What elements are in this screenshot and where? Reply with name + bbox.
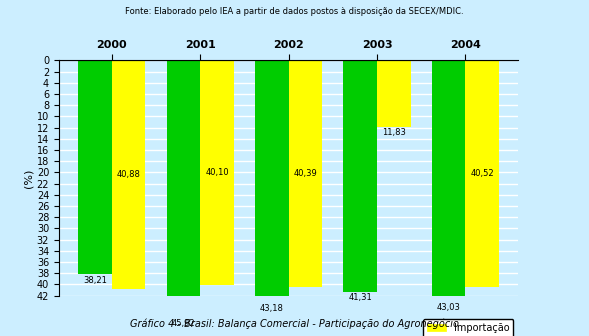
Text: 43,03: 43,03 [436,303,461,312]
Text: 40,52: 40,52 [470,169,494,178]
Text: 40,88: 40,88 [117,170,141,179]
Text: 11,83: 11,83 [382,128,406,137]
Text: 40,10: 40,10 [205,168,229,177]
Text: 38,21: 38,21 [83,276,107,285]
Text: 43,18: 43,18 [260,304,284,313]
Y-axis label: (%): (%) [24,168,34,188]
Bar [200,60,234,285]
Text: Gráfico 4 - Brasil: Balança Comercial - Participação do Agronegócio: Gráfico 4 - Brasil: Balança Comercial - … [130,319,459,329]
Text: 45,92: 45,92 [171,319,196,328]
Bar [377,60,411,127]
Bar [343,60,377,292]
Bar [289,60,322,287]
Legend: Importação, Exportação: Importação, Exportação [423,319,514,336]
Bar [78,60,112,275]
Bar [112,60,145,289]
Bar [465,60,499,287]
Text: Fonte: Elaborado pelo IEA a partir de dados postos à disposição da SECEX/MDIC.: Fonte: Elaborado pelo IEA a partir de da… [125,7,464,16]
Text: 41,31: 41,31 [348,294,372,302]
Bar [167,60,200,318]
Text: 40,39: 40,39 [293,169,317,178]
Bar [432,60,465,301]
Bar [255,60,289,302]
